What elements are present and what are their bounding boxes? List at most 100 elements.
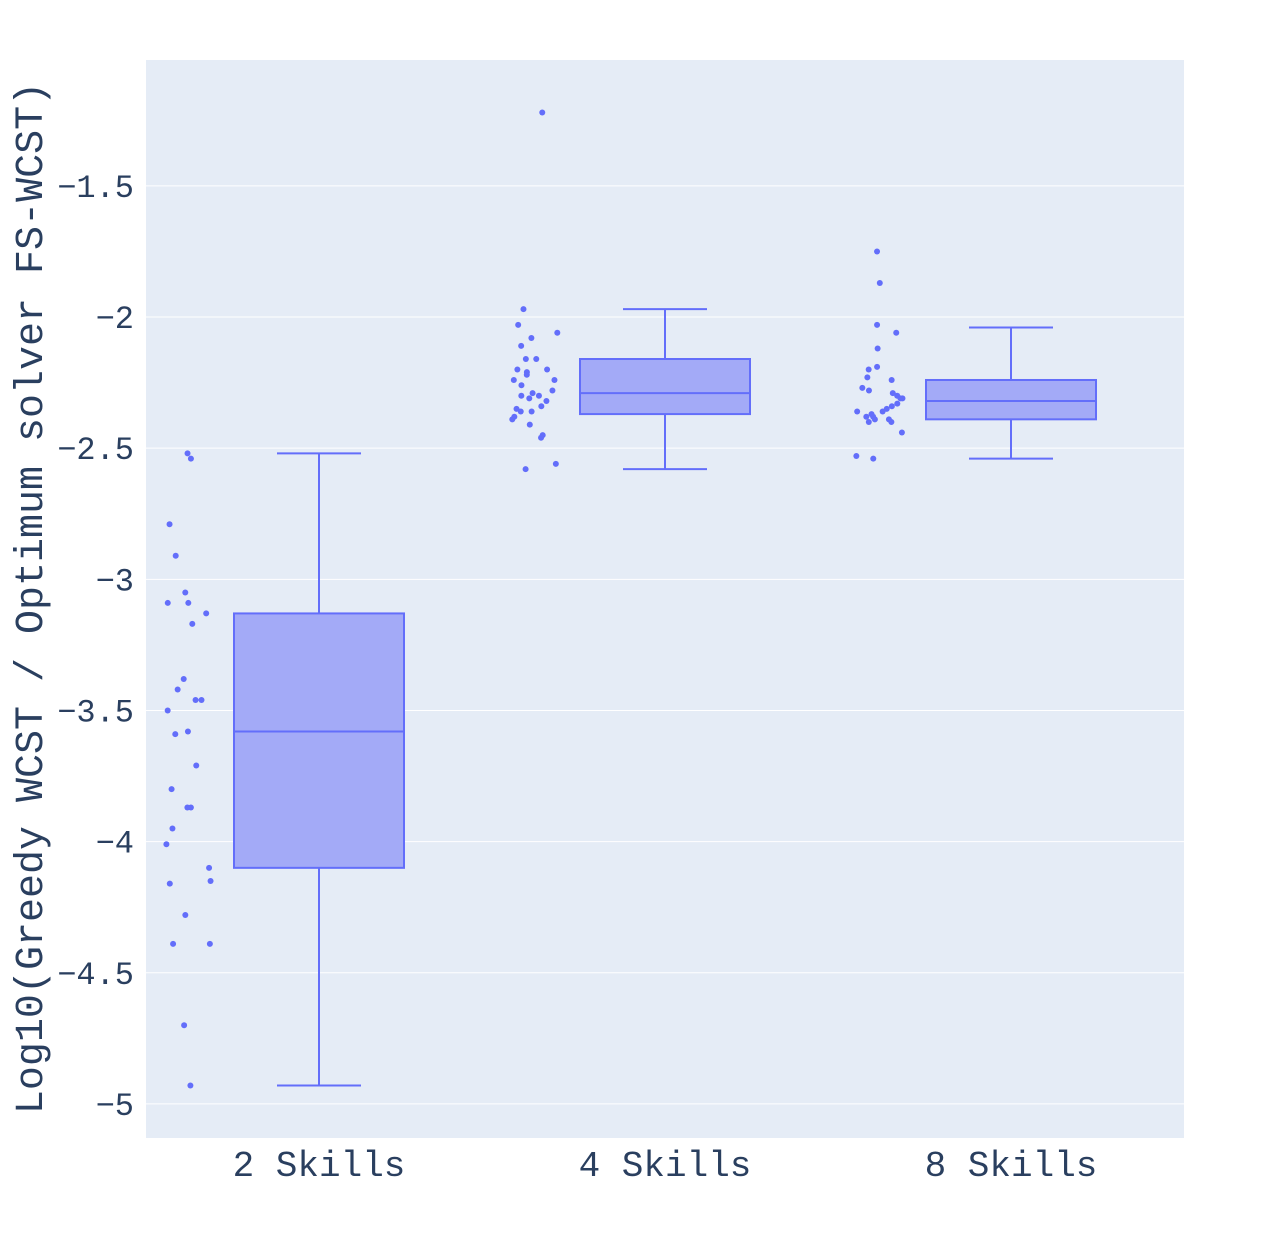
box-iqr (233, 612, 405, 869)
data-point (164, 599, 171, 606)
x-tick-label: 2 Skills (233, 1146, 406, 1187)
data-point (897, 395, 904, 402)
data-point (529, 390, 536, 397)
y-tick-label: −3.5 (57, 694, 134, 731)
data-point (172, 731, 179, 738)
data-point (184, 728, 191, 735)
box-iqr (579, 358, 751, 416)
data-point (538, 403, 545, 410)
data-point (522, 466, 529, 473)
data-point (876, 279, 883, 286)
data-point (170, 940, 177, 947)
data-point (535, 392, 542, 399)
y-tick-label: −2 (96, 301, 134, 338)
data-point (207, 877, 214, 884)
data-point (509, 416, 516, 423)
data-point (206, 940, 213, 947)
data-point (874, 321, 881, 328)
y-tick-label: −3 (96, 563, 134, 600)
y-tick-label: −1.5 (57, 170, 134, 207)
data-point (192, 696, 199, 703)
data-points (163, 109, 906, 1089)
data-point (551, 376, 558, 383)
data-point (510, 376, 517, 383)
data-point (522, 356, 529, 363)
plot-background (146, 60, 1184, 1138)
data-point (518, 392, 525, 399)
data-point (526, 395, 533, 402)
data-point (163, 841, 170, 848)
data-point (533, 356, 540, 363)
data-point (168, 786, 175, 793)
box-1 (233, 452, 405, 1087)
data-point (187, 1082, 194, 1089)
data-point (164, 707, 171, 714)
y-tick-label: −5 (96, 1088, 134, 1125)
data-point (166, 521, 173, 528)
y-tick-labels: −1.5 −2 −2.5 −3 −3.5 −4 −4.5 −5 (57, 170, 134, 1125)
data-point (871, 416, 878, 423)
data-point (528, 408, 535, 415)
data-point (182, 912, 189, 919)
data-point (888, 418, 895, 425)
data-point (865, 418, 872, 425)
data-point (518, 382, 525, 389)
data-point (193, 762, 200, 769)
data-point (889, 390, 896, 397)
data-point (859, 384, 866, 391)
data-point (172, 552, 179, 559)
data-point (203, 610, 210, 617)
data-point (874, 248, 881, 255)
data-point (520, 306, 527, 313)
data-point (166, 880, 173, 887)
boxes (233, 308, 1097, 1087)
box-2 (579, 308, 751, 471)
y-axis-title: Log10(Greedy WCST / Optimum solver FS-WC… (10, 82, 55, 1114)
data-point (853, 453, 860, 460)
data-point (893, 329, 900, 336)
data-point (898, 429, 905, 436)
data-point (549, 387, 556, 394)
data-point (206, 864, 213, 871)
y-tick-label: −4.5 (57, 957, 134, 994)
data-point (515, 321, 522, 328)
data-point (514, 366, 521, 373)
data-point (185, 599, 192, 606)
data-point (894, 400, 901, 407)
data-point (517, 408, 524, 415)
x-tick-labels: 2 Skills 4 Skills 8 Skills (233, 1146, 1098, 1187)
data-point (554, 329, 561, 336)
data-point (169, 825, 176, 832)
box-iqr (925, 378, 1097, 421)
data-point (888, 403, 895, 410)
data-point (888, 376, 895, 383)
data-point (552, 460, 559, 467)
x-tick-label: 8 Skills (925, 1146, 1098, 1187)
box-3 (925, 326, 1097, 460)
y-tick-label: −2.5 (57, 432, 134, 469)
data-point (181, 1022, 188, 1029)
y-tick-label: −4 (96, 826, 134, 863)
data-point (543, 397, 550, 404)
data-point (189, 620, 196, 627)
data-point (538, 434, 545, 441)
data-point (854, 408, 861, 415)
data-point (544, 366, 551, 373)
data-point (198, 696, 205, 703)
data-point (863, 413, 870, 420)
data-point (187, 455, 194, 462)
data-point (182, 589, 189, 596)
data-point (879, 408, 886, 415)
data-point (874, 345, 881, 352)
data-point (539, 109, 546, 116)
data-point (864, 374, 871, 381)
data-point (865, 387, 872, 394)
data-point (518, 342, 525, 349)
x-tick-label: 4 Skills (579, 1146, 752, 1187)
data-point (865, 366, 872, 373)
data-point (526, 421, 533, 428)
data-point (874, 363, 881, 370)
data-point (870, 455, 877, 462)
data-point (184, 450, 191, 457)
